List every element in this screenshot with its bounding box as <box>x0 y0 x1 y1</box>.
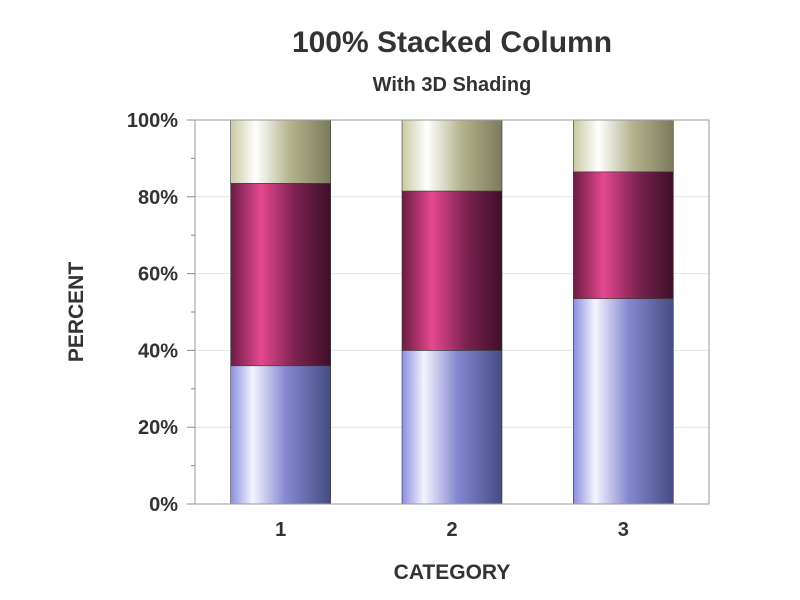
bar-segment <box>230 365 331 505</box>
bar-segment <box>573 119 674 173</box>
bar-segment <box>230 183 331 367</box>
chart-subtitle: With 3D Shading <box>373 74 532 96</box>
y-tick-label: 60% <box>138 264 178 286</box>
x-axis: 1 2 3 <box>275 519 629 541</box>
chart-title: 100% Stacked Column <box>292 26 612 59</box>
bar-segment <box>401 350 503 505</box>
bar-segment <box>230 119 331 184</box>
bar-segment <box>573 298 674 505</box>
y-tick-label: 20% <box>138 417 178 439</box>
x-axis-label: CATEGORY <box>394 561 511 584</box>
y-tick-label: 40% <box>138 340 178 362</box>
x-tick-label: 1 <box>275 519 286 541</box>
bar-segment <box>573 171 674 299</box>
y-tick-label: 100% <box>127 110 178 132</box>
bar-segment <box>401 190 503 351</box>
bars <box>230 119 674 505</box>
y-tick-label: 0% <box>149 494 178 516</box>
x-tick-label: 2 <box>446 519 457 541</box>
y-axis: 0% 20% 40% 60% 80% 100% <box>127 110 195 516</box>
bar-segment <box>401 119 503 192</box>
y-tick-label: 80% <box>138 187 178 209</box>
y-axis-label: PERCENT <box>65 262 88 363</box>
x-tick-label: 3 <box>618 519 629 541</box>
